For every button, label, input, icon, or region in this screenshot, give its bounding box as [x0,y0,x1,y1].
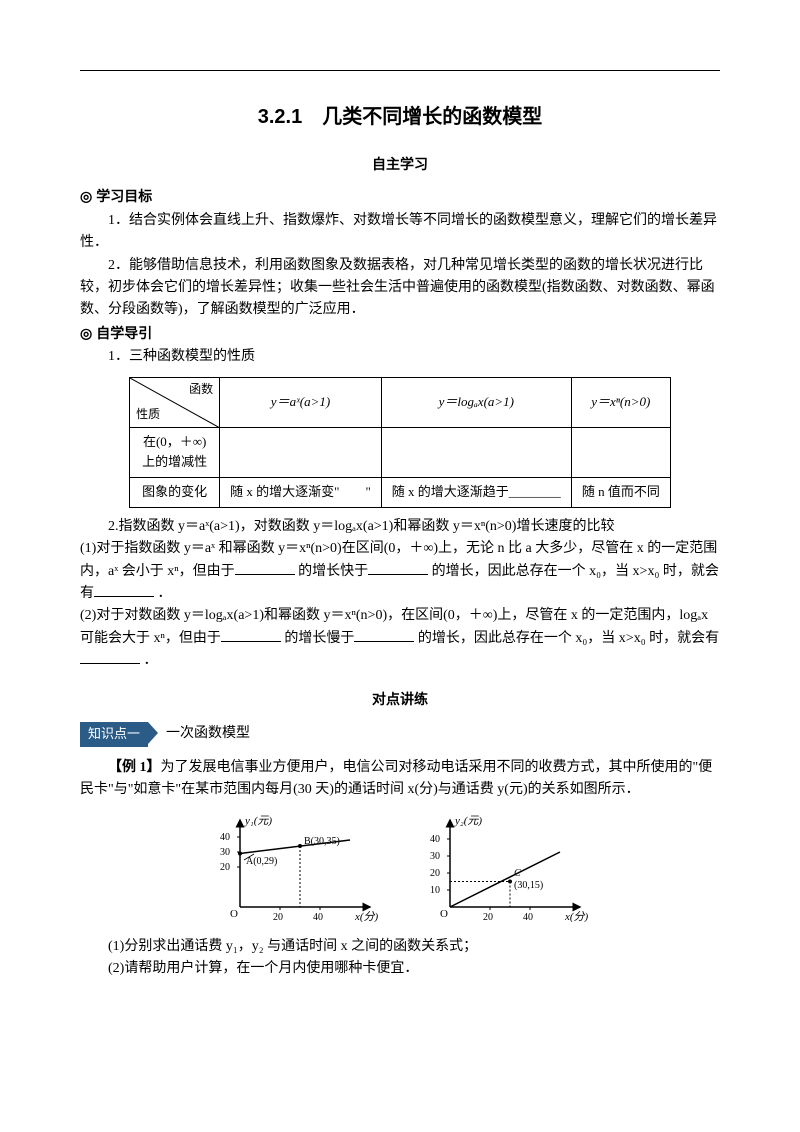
svg-text:40: 40 [313,912,323,922]
col-h1: y＝aˣ(a>1) [220,377,382,427]
goal-heading: 学习目标 [80,185,720,209]
chart-right: y₂(元) x(分) O 10 20 30 40 20 40 C (30,15) [420,812,590,922]
pointC-coord: (30,15) [514,880,543,891]
svg-text:40: 40 [220,832,230,843]
h1-text: y＝aˣ(a>1) [271,394,330,409]
example-q1: (1)分别求出通话费 y₁，y₂ 与通话时间 x 之间的函数关系式； [80,936,720,958]
svg-text:10: 10 [430,885,440,896]
r2-label: 图象的变化 [130,478,220,508]
chart-left: y₁(元) x(分) O 20 30 40 20 40 A(0,29) B(30… [210,812,380,922]
col-h3: y＝xⁿ(n>0) [571,377,670,427]
blank-2 [368,561,428,575]
svg-text:20: 20 [273,912,283,922]
table-row: 图象的变化 随 x 的增大逐渐变" " 随 x 的增大逐渐趋于________ … [130,478,671,508]
pointB: B(30,35) [304,836,340,847]
diag-top: 函数 [189,380,213,399]
svg-text:40: 40 [430,834,440,845]
h3-text: y＝xⁿ(n>0) [591,394,650,409]
blank-6 [80,650,140,664]
h2-text: y＝logₐx(a>1) [439,394,514,409]
page-title: 3.2.1 几类不同增长的函数模型 [80,101,720,133]
r1-c1 [220,427,382,478]
chart-left-svg: y₁(元) x(分) O 20 30 40 20 40 A(0,29) B(30… [210,812,380,922]
pointC: C [514,868,521,879]
p2b: 的增长慢于 [284,631,354,646]
blank-4 [221,628,281,642]
para2-p2: (2)对于对数函数 y＝logₐx(a>1)和幂函数 y＝xⁿ(n>0)，在区间… [80,605,720,672]
origin-right: O [440,908,448,920]
p2d: ． [144,653,158,668]
example-1: 【例 1】为了发展电信事业方便用户，电信公司对移动电话采用不同的收费方式，其中所… [80,757,720,802]
p1d: ． [158,586,172,601]
properties-table-wrap: 函数 性质 y＝aˣ(a>1) y＝logₐx(a>1) y＝xⁿ(n>0) 在… [80,377,720,508]
diagonal-header: 函数 性质 [130,377,220,427]
pointA: A(0,29) [246,856,277,867]
origin-left: O [230,908,238,920]
r2-c1: 随 x 的增大逐渐变" " [220,478,382,508]
blank-3 [94,583,154,597]
p2c: 的增长，因此总存在一个 x₀，当 x>x₀ 时，就会有 [418,631,719,646]
svg-text:20: 20 [483,912,493,922]
ylabel-right: y₂(元) [454,815,482,827]
r1-c3 [571,427,670,478]
svg-text:40: 40 [523,912,533,922]
r2-c2: 随 x 的增大逐渐趋于________ [381,478,571,508]
table-row: 函数 性质 y＝aˣ(a>1) y＝logₐx(a>1) y＝xⁿ(n>0) [130,377,671,427]
chart-right-svg: y₂(元) x(分) O 10 20 30 40 20 40 C (30,15) [420,812,590,922]
blank-5 [354,628,414,642]
ylabel-left: y₁(元) [244,815,272,827]
top-rule [80,70,720,71]
r1-c2 [381,427,571,478]
svg-text:20: 20 [430,868,440,879]
charts-row: y₁(元) x(分) O 20 30 40 20 40 A(0,29) B(30… [80,812,720,922]
r2-c3: 随 n 值而不同 [571,478,670,508]
subtitle-zizhu: 自主学习 [80,153,720,175]
guide-p1: 1．三种函数模型的性质 [80,346,720,368]
svg-text:30: 30 [220,847,230,858]
subtitle-duidian: 对点讲练 [80,688,720,710]
knowledge-tag: 知识点一 [80,722,148,747]
col-h2: y＝logₐx(a>1) [381,377,571,427]
goal-label: 学习目标 [80,188,152,204]
goal-p1: 1．结合实例体会直线上升、指数爆炸、对数增长等不同增长的函数模型意义，理解它们的… [80,210,720,255]
example-q2: (2)请帮助用户计算，在一个月内使用哪种卡便宜． [80,958,720,980]
goal-p2: 2．能够借助信息技术，利用函数图象及数据表格，对几种常见增长类型的函数的增长状况… [80,255,720,322]
example-label: 【例 1】 [108,760,161,775]
knowledge-text: 一次函数模型 [166,723,250,745]
properties-table: 函数 性质 y＝aˣ(a>1) y＝logₐx(a>1) y＝xⁿ(n>0) 在… [129,377,671,508]
svg-text:30: 30 [430,851,440,862]
diag-bottom: 性质 [136,405,160,424]
svg-text:20: 20 [220,862,230,873]
para2-p1: (1)对于指数函数 y＝aˣ 和幂函数 y＝xⁿ(n>0)在区间(0，＋∞)上，… [80,538,720,605]
guide-label: 自学导引 [80,325,152,341]
example-text: 为了发展电信事业方便用户，电信公司对移动电话采用不同的收费方式，其中所使用的"便… [80,760,712,797]
blank-1 [235,561,295,575]
table-row: 在(0，＋∞)上的增减性 [130,427,671,478]
r1-label: 在(0，＋∞)上的增减性 [130,427,220,478]
para2-lead: 2.指数函数 y＝aˣ(a>1)，对数函数 y＝logₐx(a>1)和幂函数 y… [80,516,720,538]
guide-heading: 自学导引 [80,322,720,346]
xlabel-right: x(分) [564,910,589,922]
xlabel-left: x(分) [354,910,379,922]
p1b: 的增长快于 [298,564,368,579]
knowledge-line: 知识点一 一次函数模型 [80,722,720,747]
